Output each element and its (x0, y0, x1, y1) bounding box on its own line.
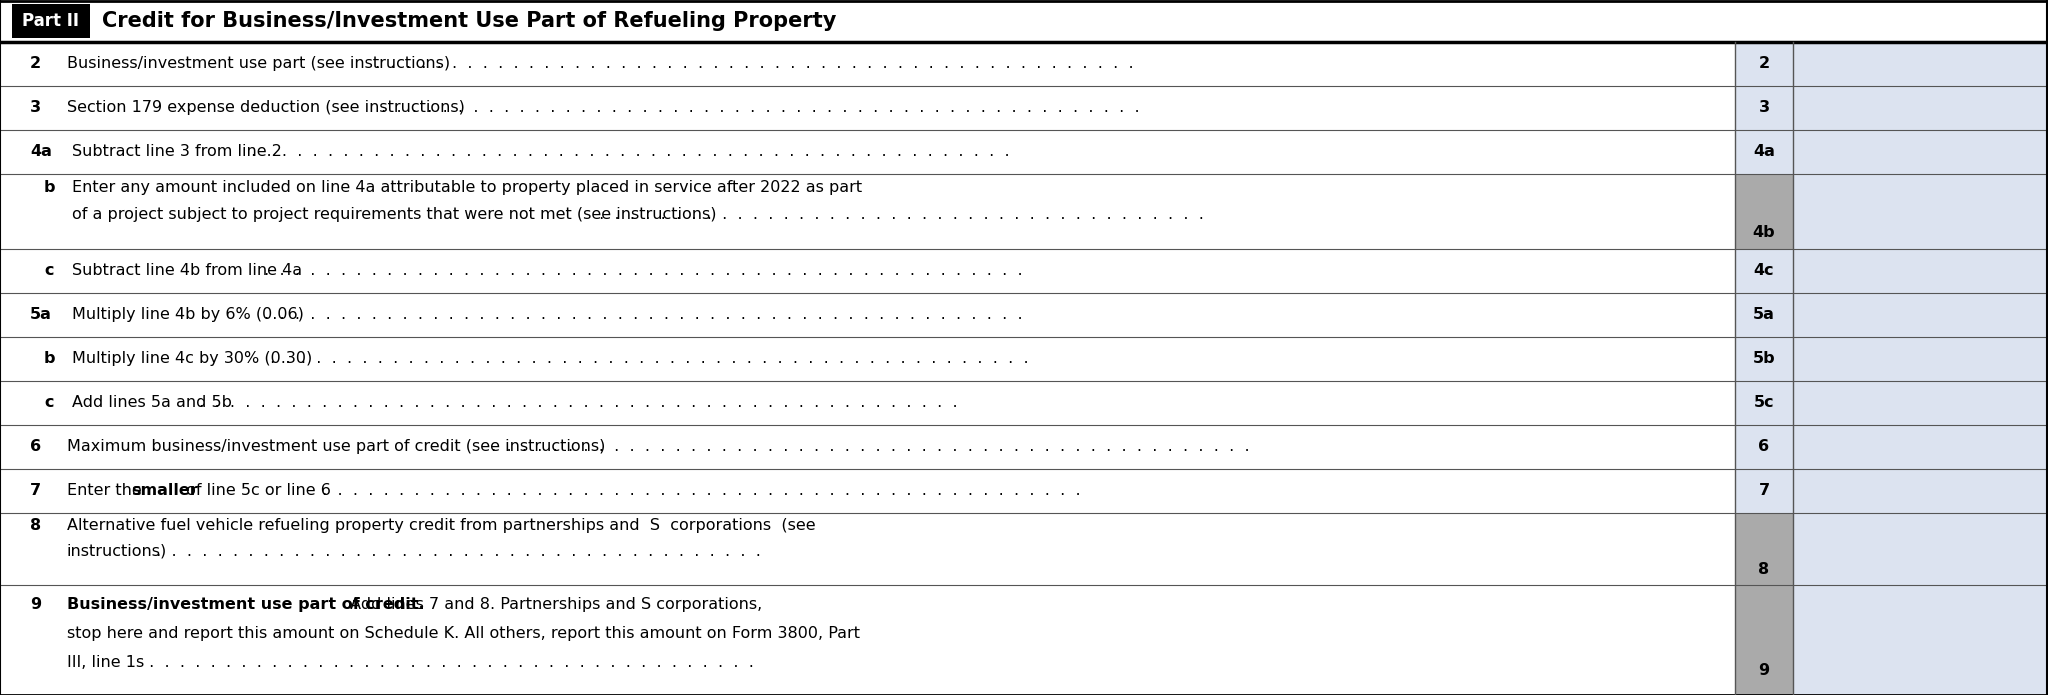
Text: Credit for Business/Investment Use Part of Refueling Property: Credit for Business/Investment Use Part … (102, 11, 836, 31)
Text: .  .  .  .  .  .  .  .  .  .  .  .  .  .  .  .  .  .  .  .  .  .  .  .  .  .  . : . . . . . . . . . . . . . . . . . . . . … (371, 56, 1139, 72)
Bar (1792, 249, 2048, 293)
Bar (1735, 336, 1792, 381)
Bar (0, 0, 2048, 42)
Text: 4a: 4a (31, 145, 51, 159)
Text: Subtract line 3 from line 2: Subtract line 3 from line 2 (72, 145, 283, 159)
Bar (1792, 468, 2048, 512)
Bar (1735, 293, 1792, 336)
Text: 3: 3 (31, 101, 41, 115)
Bar (1792, 585, 2048, 695)
Bar (1792, 86, 2048, 130)
Text: c: c (43, 263, 53, 278)
Bar (1792, 42, 2048, 86)
Text: instructions): instructions) (68, 544, 168, 559)
Text: .  .  .  .  .  .  .  .  .  .  .  .  .  .  .  .  .  .  .  .  .  .  .  .  .  .  . : . . . . . . . . . . . . . . . . . . . . … (143, 655, 760, 670)
Text: Add lines 5a and 5b: Add lines 5a and 5b (72, 395, 231, 410)
Text: 5a: 5a (1753, 307, 1776, 322)
Bar (1792, 425, 2048, 468)
Text: .  .  .  .  .  .  .  .  .  .  .  .  .  .  .  .  .  .  .  .  .  .  .  .  .  .  . : . . . . . . . . . . . . . . . . . . . . … (594, 206, 1208, 222)
Text: stop here and report this amount on Schedule K. All others, report this amount o: stop here and report this amount on Sche… (68, 626, 860, 641)
Bar (1792, 293, 2048, 336)
Text: 5a: 5a (31, 307, 51, 322)
Text: Part II: Part II (23, 12, 80, 30)
Text: 4c: 4c (1753, 263, 1774, 278)
Text: 4b: 4b (1753, 224, 1776, 240)
Text: .  .  .  .  .  .  .  .  .  .  .  .  .  .  .  .  .  .  .  .  .  .  .  .  .  .  . : . . . . . . . . . . . . . . . . . . . . … (258, 263, 1028, 278)
Text: 8: 8 (1759, 562, 1769, 577)
Text: Add lines 7 and 8. Partnerships and S corporations,: Add lines 7 and 8. Partnerships and S co… (344, 598, 762, 612)
Text: Business/investment use part (see instructions): Business/investment use part (see instru… (68, 56, 451, 72)
Bar (1735, 249, 1792, 293)
Text: 2: 2 (1759, 56, 1769, 72)
Bar (1735, 86, 1792, 130)
Text: 9: 9 (1759, 663, 1769, 678)
Text: smaller: smaller (131, 483, 199, 498)
Text: .  .  .  .  .  .  .  .  .  .  .  .  .  .  .  .  .  .  .  .  .  .  .  .  .  .  . : . . . . . . . . . . . . . . . . . . . . … (485, 439, 1253, 454)
Text: .  .  .  .  .  .  .  .  .  .  .  .  .  .  .  .  .  .  .  .  .  .  .  .  .  .  . : . . . . . . . . . . . . . . . . . . . . … (246, 145, 1014, 159)
Text: Business/investment use part of credit.: Business/investment use part of credit. (68, 598, 424, 612)
Text: Multiply line 4c by 30% (0.30): Multiply line 4c by 30% (0.30) (72, 351, 311, 366)
Bar (1792, 130, 2048, 174)
Bar (1735, 130, 1792, 174)
Text: c: c (43, 395, 53, 410)
Text: 8: 8 (31, 518, 41, 533)
Bar (1735, 585, 1792, 695)
Text: 4a: 4a (1753, 145, 1776, 159)
Text: of line 5c or line 6: of line 5c or line 6 (182, 483, 332, 498)
Bar (12, 4, 90, 38)
Text: Alternative fuel vehicle refueling property credit from partnerships and  S  cor: Alternative fuel vehicle refueling prope… (68, 518, 815, 533)
Text: .  .  .  .  .  .  .  .  .  .  .  .  .  .  .  .  .  .  .  .  .  .  .  .  .  .  . : . . . . . . . . . . . . . . . . . . . . … (317, 483, 1085, 498)
Text: 7: 7 (1759, 483, 1769, 498)
Text: Enter any amount included on line 4a attributable to property placed in service : Enter any amount included on line 4a att… (72, 180, 862, 195)
Text: Section 179 expense deduction (see instructions): Section 179 expense deduction (see instr… (68, 101, 465, 115)
Text: 3: 3 (1759, 101, 1769, 115)
Text: III, line 1s: III, line 1s (68, 655, 143, 670)
Text: Subtract line 4b from line 4a: Subtract line 4b from line 4a (72, 263, 303, 278)
Text: .  .  .  .  .  .  .  .  .  .  .  .  .  .  .  .  .  .  .  .  .  .  .  .  .  .  . : . . . . . . . . . . . . . . . . . . . . … (152, 544, 766, 559)
Text: 2: 2 (31, 56, 41, 72)
Bar (1735, 512, 1792, 585)
Bar (1792, 336, 2048, 381)
Text: .  .  .  .  .  .  .  .  .  .  .  .  .  .  .  .  .  .  .  .  .  .  .  .  .  .  . : . . . . . . . . . . . . . . . . . . . . … (264, 351, 1034, 366)
Bar (1792, 381, 2048, 425)
Text: .  .  .  .  .  .  .  .  .  .  .  .  .  .  .  .  .  .  .  .  .  .  .  .  .  .  . : . . . . . . . . . . . . . . . . . . . . … (377, 101, 1145, 115)
Text: Multiply line 4b by 6% (0.06): Multiply line 4b by 6% (0.06) (72, 307, 303, 322)
Bar (1735, 425, 1792, 468)
Text: Maximum business/investment use part of credit (see instructions): Maximum business/investment use part of … (68, 439, 606, 454)
Text: 5c: 5c (1753, 395, 1774, 410)
Text: Enter the: Enter the (68, 483, 147, 498)
Text: 6: 6 (31, 439, 41, 454)
Bar (1792, 174, 2048, 249)
Text: 7: 7 (31, 483, 41, 498)
Text: b: b (43, 180, 55, 195)
Text: 5b: 5b (1753, 351, 1776, 366)
Bar (1735, 42, 1792, 86)
Bar (1735, 381, 1792, 425)
Text: .  .  .  .  .  .  .  .  .  .  .  .  .  .  .  .  .  .  .  .  .  .  .  .  .  .  . : . . . . . . . . . . . . . . . . . . . . … (258, 307, 1028, 322)
Bar (1735, 174, 1792, 249)
Text: b: b (43, 351, 55, 366)
Text: 9: 9 (31, 598, 41, 612)
Bar (1735, 468, 1792, 512)
Text: 6: 6 (1759, 439, 1769, 454)
Bar (1792, 512, 2048, 585)
Text: of a project subject to project requirements that were not met (see instructions: of a project subject to project requirem… (72, 206, 717, 222)
Text: .  .  .  .  .  .  .  .  .  .  .  .  .  .  .  .  .  .  .  .  .  .  .  .  .  .  . : . . . . . . . . . . . . . . . . . . . . … (195, 395, 963, 410)
